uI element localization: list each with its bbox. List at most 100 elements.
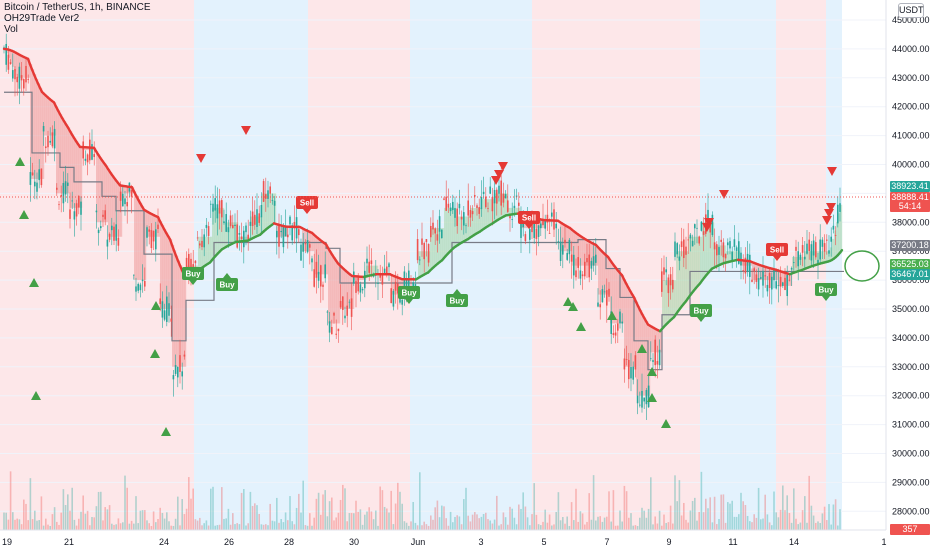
candle-body [416, 239, 419, 261]
volume-bar [713, 496, 716, 530]
cloud-slice [448, 207, 451, 254]
candle-body [557, 241, 560, 243]
candle-body [808, 239, 810, 252]
candle-body [331, 326, 333, 335]
volume-bar [777, 517, 780, 530]
volume-label[interactable]: Vol [4, 24, 18, 35]
candle-body [388, 263, 390, 268]
candle-body [588, 254, 590, 278]
volume-bar [837, 525, 839, 530]
volume-bar [366, 511, 368, 530]
volume-bar [751, 522, 753, 530]
candle-body [817, 259, 819, 264]
candle-body [452, 201, 454, 211]
volume-bar [333, 520, 335, 530]
volume-bar [586, 521, 588, 530]
candle-body [238, 233, 241, 235]
candle-body [612, 333, 615, 335]
candle-body [262, 181, 265, 202]
candle-body [636, 395, 639, 404]
candle-body [788, 279, 791, 281]
candle-body [797, 251, 799, 267]
indicator-label[interactable]: OH29Trade Ver2 [4, 13, 80, 24]
cloud-slice [680, 251, 683, 309]
volume-bar [313, 517, 315, 530]
volume-bar [656, 523, 659, 530]
candle-body [205, 224, 208, 228]
up-triangle-marker [637, 344, 647, 353]
candle-body [696, 227, 698, 229]
cloud-slice [706, 222, 709, 276]
cloud-slice [612, 262, 615, 324]
volume-bar [711, 522, 714, 530]
up-triangle-marker [31, 391, 41, 400]
volume-bar [289, 496, 291, 530]
candle-body [621, 321, 623, 324]
volume-bar [20, 524, 23, 530]
buy-label-box [182, 267, 204, 280]
candle-body [146, 227, 148, 238]
volume-bar [573, 520, 575, 530]
cloud-slice [610, 259, 613, 324]
candle-body [315, 261, 318, 278]
cloud-slice [570, 228, 573, 252]
volume-bar [298, 493, 300, 530]
volume-bar [452, 522, 454, 530]
symbol-title[interactable]: Bitcoin / TetherUS, 1h, BINANCE [4, 2, 151, 13]
candle-body [377, 282, 379, 284]
volume-bar [14, 519, 16, 530]
price-label: 38923.41 [890, 181, 930, 192]
cloud-slice [458, 216, 461, 245]
cloud-slice [330, 251, 333, 324]
volume-bar [749, 521, 751, 530]
cloud-slice [40, 87, 43, 179]
volume-bar [243, 489, 245, 530]
candle-body [562, 245, 564, 255]
volume-bar [331, 497, 333, 530]
time-tick: 21 [64, 537, 74, 547]
candle-body [463, 212, 465, 226]
cloud-slice [160, 221, 163, 309]
candle-body [309, 244, 311, 248]
candle-body [353, 271, 355, 284]
currency-button[interactable]: USDT [898, 3, 924, 18]
candle-body [126, 202, 128, 207]
candle-body [82, 141, 84, 159]
volume-bar [254, 503, 256, 530]
candle-body [623, 358, 626, 370]
volume-bar [639, 517, 641, 530]
candle-body [694, 224, 696, 229]
volume-bar [221, 487, 223, 530]
cloud-slice [694, 236, 697, 291]
cloud-slice [660, 331, 663, 353]
buy-label-box [815, 283, 837, 296]
candle-body [236, 224, 238, 248]
volume-bar [80, 511, 82, 530]
volume-bar [357, 511, 359, 530]
volume-bar [293, 524, 296, 530]
cloud-slice [266, 193, 269, 230]
price-tick: 42000.00 [892, 102, 930, 112]
candle-body [482, 191, 485, 195]
cloud-slice [572, 229, 575, 266]
volume-bar [634, 525, 637, 530]
cloud-slice [778, 270, 781, 286]
cloud-slice [72, 134, 75, 208]
time-axis[interactable] [0, 530, 932, 550]
cloud-slice [64, 121, 67, 194]
candle-body [672, 279, 674, 290]
cloud-slice [698, 236, 701, 286]
volume-bar [287, 520, 289, 530]
cloud-slice [474, 207, 477, 236]
candle-body [639, 404, 641, 406]
volume-bar [247, 523, 249, 530]
cloud-slice [232, 222, 235, 244]
cloud-slice [688, 236, 691, 299]
cloud-slice [178, 260, 181, 367]
volume-bar [359, 509, 362, 530]
cloud-slice [820, 251, 823, 264]
cloud-slice [672, 280, 675, 319]
cloud-slice [488, 199, 491, 227]
cloud-slice [616, 268, 619, 324]
